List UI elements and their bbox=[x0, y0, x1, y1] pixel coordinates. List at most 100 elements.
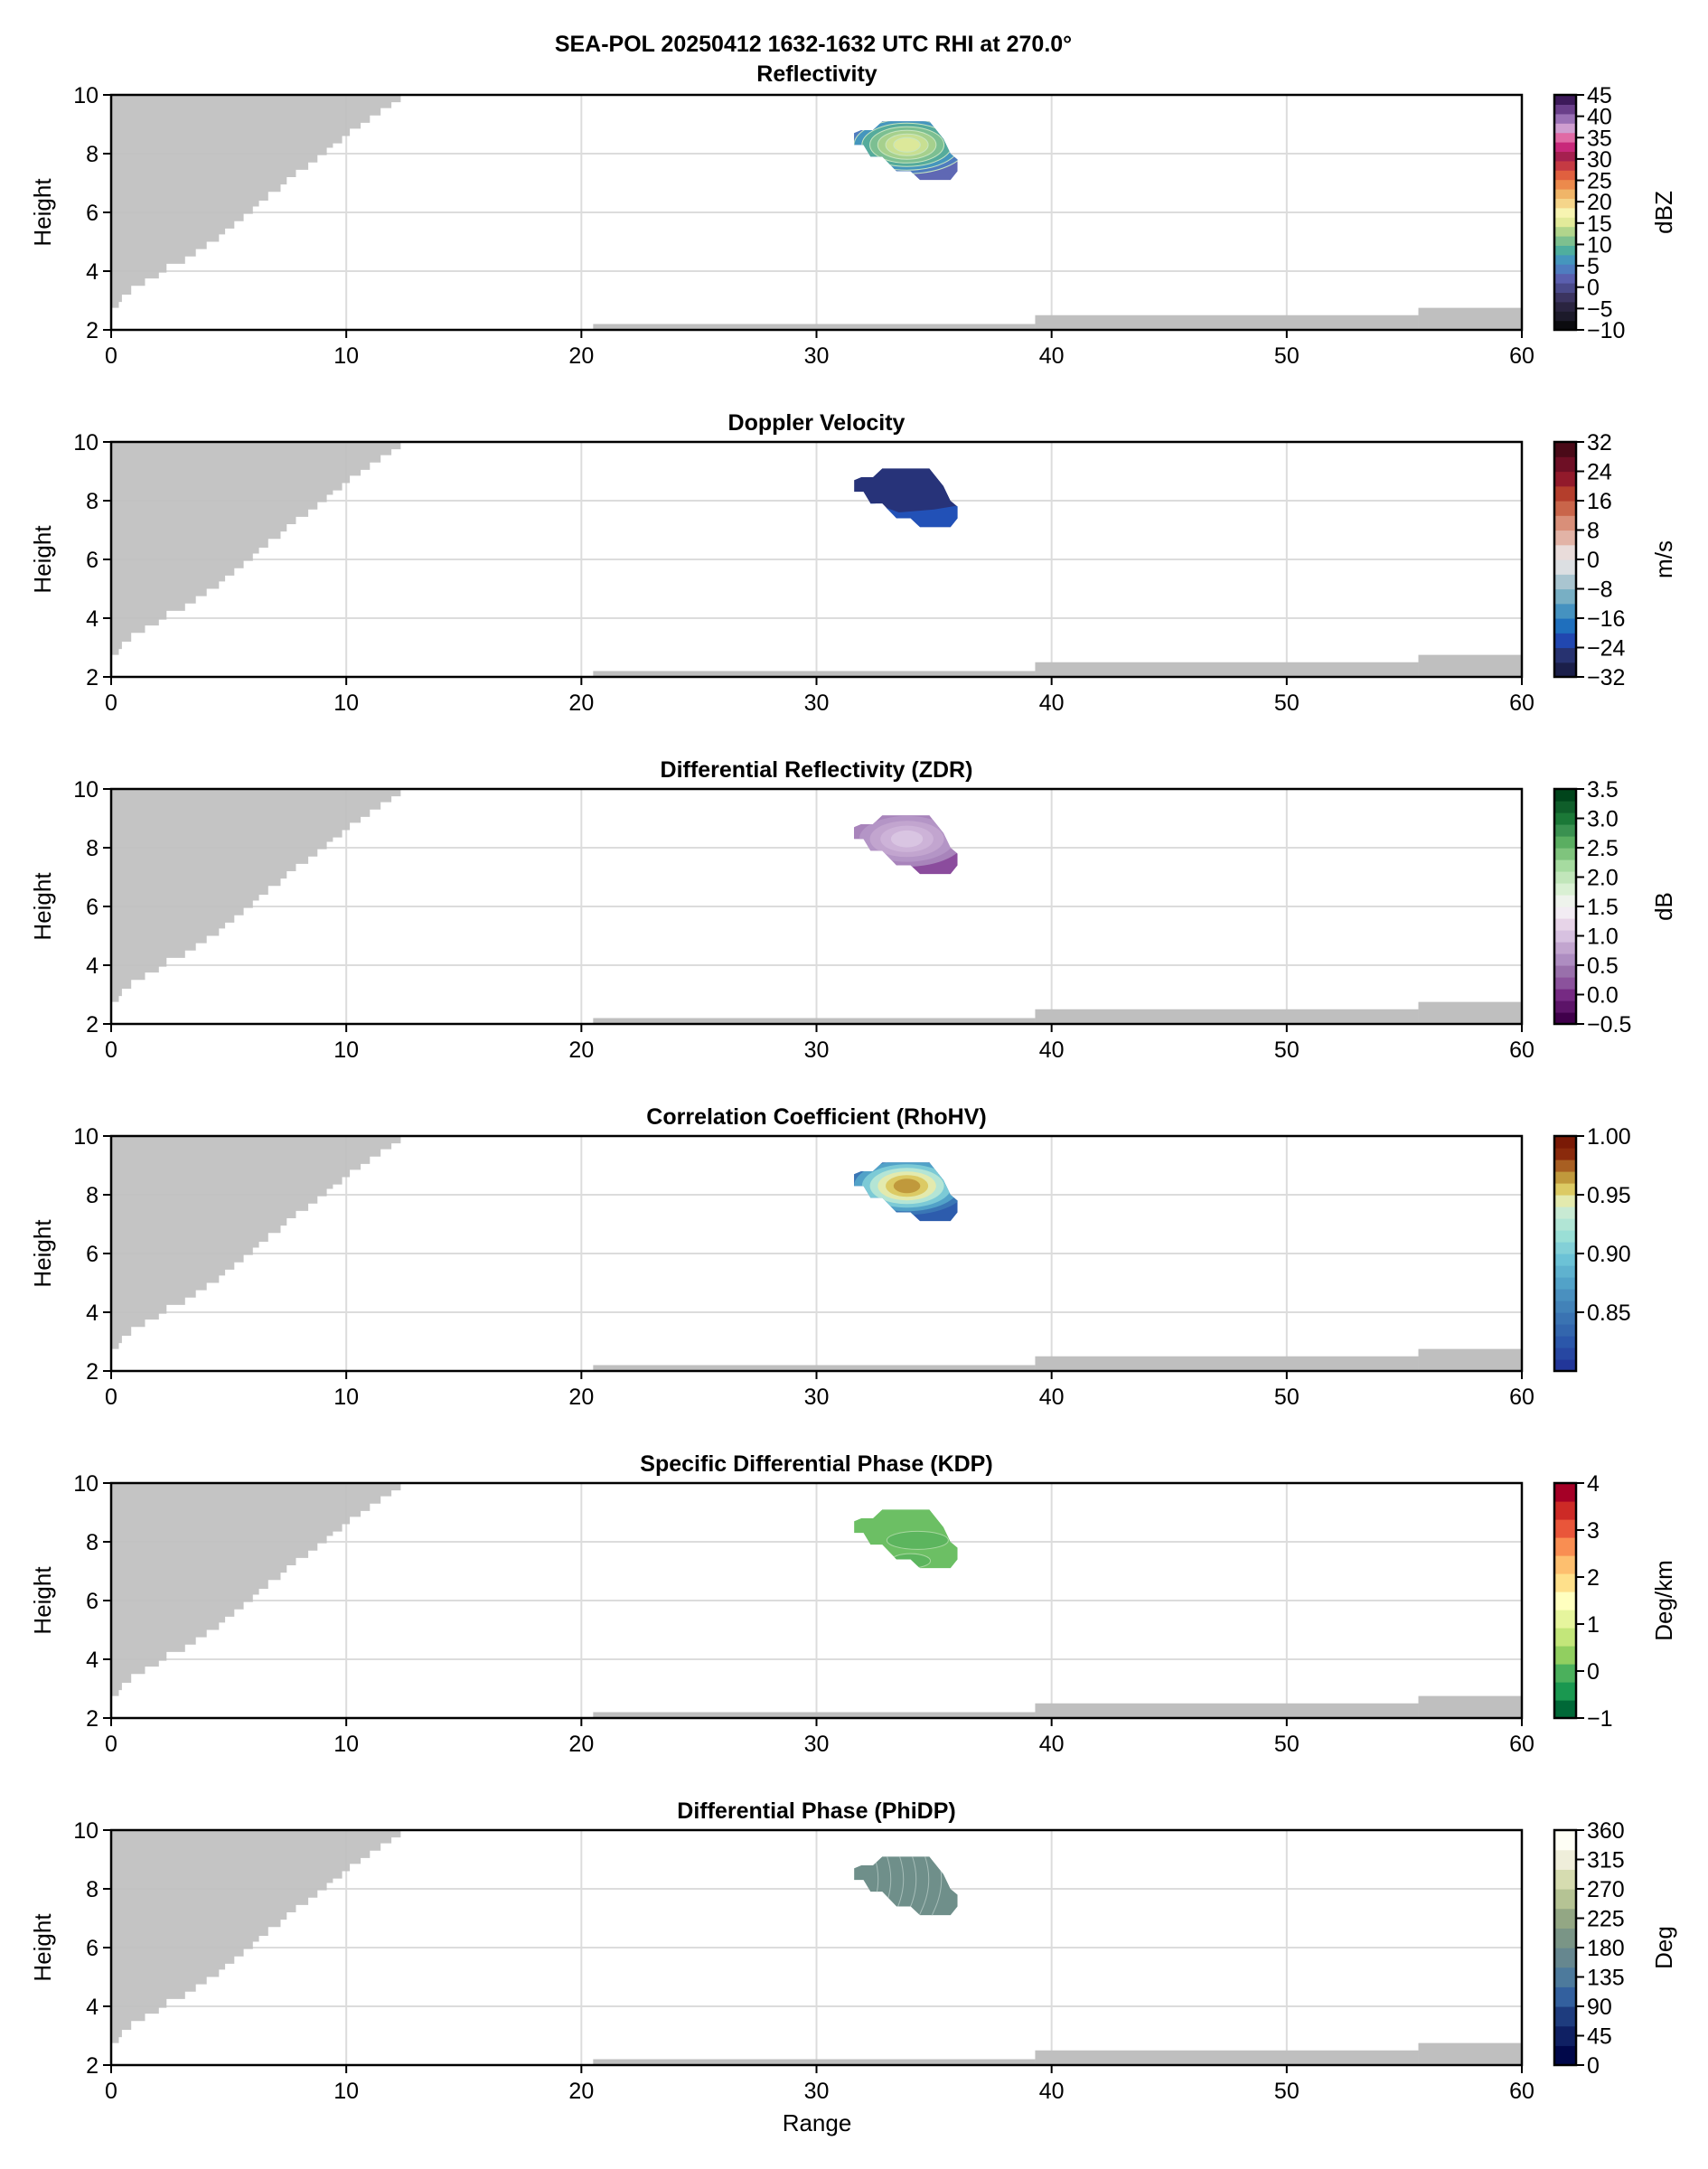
colorbar-swatch bbox=[1554, 801, 1576, 813]
y-axis-label: Height bbox=[29, 1219, 56, 1288]
x-tick-label: 30 bbox=[804, 1038, 830, 1063]
colorbar-swatch bbox=[1554, 1136, 1576, 1149]
colorbar-label: Deg/km bbox=[1650, 1560, 1677, 1641]
colorbar-swatch bbox=[1554, 1160, 1576, 1172]
colorbar-swatch bbox=[1554, 1300, 1576, 1313]
y-tick-label: 2 bbox=[86, 1359, 99, 1385]
colorbar-tick-label: 45 bbox=[1587, 83, 1612, 108]
colorbar-tick-label: 3.5 bbox=[1587, 777, 1619, 803]
y-tick-label: 4 bbox=[86, 259, 99, 285]
x-tick-label: 50 bbox=[1274, 1385, 1300, 1410]
echo bbox=[854, 1856, 958, 1916]
colorbar-swatch bbox=[1554, 789, 1576, 802]
colorbar-swatch bbox=[1554, 245, 1576, 256]
colorbar-tick-label: 1.00 bbox=[1587, 1124, 1631, 1150]
colorbar-swatch bbox=[1554, 1501, 1576, 1520]
colorbar-tick-label: −1 bbox=[1587, 1706, 1613, 1732]
colorbar-swatch bbox=[1554, 1948, 1576, 1968]
y-tick-label: 8 bbox=[86, 1183, 99, 1208]
colorbar-swatch bbox=[1554, 989, 1576, 1001]
colorbar-tick-label: 0 bbox=[1587, 548, 1600, 573]
colorbar-tick-label: 270 bbox=[1587, 1877, 1625, 1902]
panel-5: Differential Phase (PhiDP)0 10 20 30 40 50 602… bbox=[29, 1798, 1677, 2104]
colorbar-swatch bbox=[1554, 515, 1576, 531]
colorbar-swatch bbox=[1554, 485, 1576, 502]
colorbar-swatch bbox=[1554, 151, 1576, 162]
y-axis-label: Height bbox=[29, 525, 56, 594]
y-tick-label: 8 bbox=[86, 836, 99, 861]
y-axis-label: Height bbox=[29, 872, 56, 941]
colorbar-swatch bbox=[1554, 456, 1576, 473]
colorbar-swatch bbox=[1554, 226, 1576, 237]
x-tick-label: 40 bbox=[1039, 2079, 1065, 2104]
blockage-step bbox=[593, 1018, 1036, 1024]
panel-title: Reflectivity bbox=[756, 61, 877, 87]
colorbar-tick-label: 4 bbox=[1587, 1471, 1600, 1497]
colorbar-tick-label: 2.0 bbox=[1587, 866, 1619, 891]
x-tick-label: 40 bbox=[1039, 1038, 1065, 1063]
colorbar-swatch bbox=[1554, 501, 1576, 516]
colorbar-tick-label: 0.5 bbox=[1587, 953, 1619, 979]
colorbar-tick-label: 0.95 bbox=[1587, 1183, 1631, 1208]
colorbar-swatch bbox=[1554, 254, 1576, 265]
x-tick-label: 60 bbox=[1509, 1732, 1534, 1757]
colorbar-tick-label: 135 bbox=[1587, 1966, 1625, 1991]
colorbar-swatch bbox=[1554, 1908, 1576, 1929]
colorbar-tick-label: 1.0 bbox=[1587, 925, 1619, 950]
x-tick-label: 10 bbox=[333, 690, 359, 716]
colorbar-tick-label: 8 bbox=[1587, 519, 1600, 544]
colorbar-swatch bbox=[1554, 1849, 1576, 1870]
colorbar-swatch bbox=[1554, 588, 1576, 605]
y-tick-label: 2 bbox=[86, 1706, 99, 1732]
colorbar-swatch bbox=[1554, 1967, 1576, 1987]
colorbar-swatch bbox=[1554, 1682, 1576, 1701]
y-axis-label: Height bbox=[29, 1566, 56, 1635]
colorbar-tick-label: −16 bbox=[1587, 606, 1625, 632]
colorbar-label: m/s bbox=[1650, 540, 1677, 578]
panel-3: Correlation Coefficient (RhoHV)0 10 20 30 40… bbox=[29, 1104, 1631, 1410]
colorbar-swatch bbox=[1554, 824, 1576, 837]
colorbar-swatch bbox=[1554, 1830, 1576, 1851]
panel-title: Doppler Velocity bbox=[728, 410, 906, 436]
colorbar-tick-label: −8 bbox=[1587, 577, 1613, 603]
x-tick-label: 30 bbox=[804, 1385, 830, 1410]
blockage-step bbox=[1418, 1348, 1522, 1371]
colorbar-swatch bbox=[1554, 1700, 1576, 1719]
x-tick-label: 40 bbox=[1039, 343, 1065, 369]
y-tick-label: 2 bbox=[86, 665, 99, 690]
panel-2: Differential Reflectivity (ZDR)0 10 20 30 40… bbox=[29, 757, 1677, 1063]
colorbar-swatch bbox=[1554, 647, 1576, 663]
colorbar-swatch bbox=[1554, 1555, 1576, 1574]
y-tick-label: 8 bbox=[86, 1530, 99, 1555]
colorbar-swatch bbox=[1554, 113, 1576, 124]
colorbar-swatch bbox=[1554, 95, 1576, 105]
y-tick-label: 10 bbox=[73, 1818, 99, 1844]
colorbar-swatch bbox=[1554, 1218, 1576, 1231]
x-tick-label: 10 bbox=[333, 2079, 359, 2104]
colorbar-tick-label: 25 bbox=[1587, 169, 1612, 194]
colorbar-tick-label: 3.0 bbox=[1587, 807, 1619, 832]
colorbar-swatch bbox=[1554, 633, 1576, 649]
colorbar-swatch bbox=[1554, 965, 1576, 978]
colorbar-label: Deg bbox=[1650, 1926, 1677, 1969]
colorbar-tick-label: 2 bbox=[1587, 1565, 1600, 1591]
colorbar-swatch bbox=[1554, 1254, 1576, 1266]
colorbar-swatch bbox=[1554, 1664, 1576, 1683]
y-tick-label: 4 bbox=[86, 606, 99, 632]
colorbar-tick-label: 0 bbox=[1587, 276, 1600, 301]
colorbar-tick-label: 0.0 bbox=[1587, 983, 1619, 1009]
x-axis-label: Range bbox=[783, 2109, 852, 2136]
colorbar-swatch bbox=[1554, 2025, 1576, 2046]
x-tick-label: 10 bbox=[333, 1038, 359, 1063]
colorbar-swatch bbox=[1554, 530, 1576, 546]
x-tick-label: 60 bbox=[1509, 690, 1534, 716]
colorbar-swatch bbox=[1554, 1869, 1576, 1890]
colorbar-swatch bbox=[1554, 871, 1576, 884]
colorbar-swatch bbox=[1554, 264, 1576, 275]
y-axis-label: Height bbox=[29, 1913, 56, 1982]
y-tick-label: 6 bbox=[86, 1242, 99, 1267]
colorbar-tick-label: 1 bbox=[1587, 1612, 1600, 1638]
figure-title: SEA-POL 20250412 1632-1632 UTC RHI at 27… bbox=[555, 32, 1072, 57]
x-tick-label: 60 bbox=[1509, 343, 1534, 369]
colorbar-swatch bbox=[1554, 918, 1576, 931]
